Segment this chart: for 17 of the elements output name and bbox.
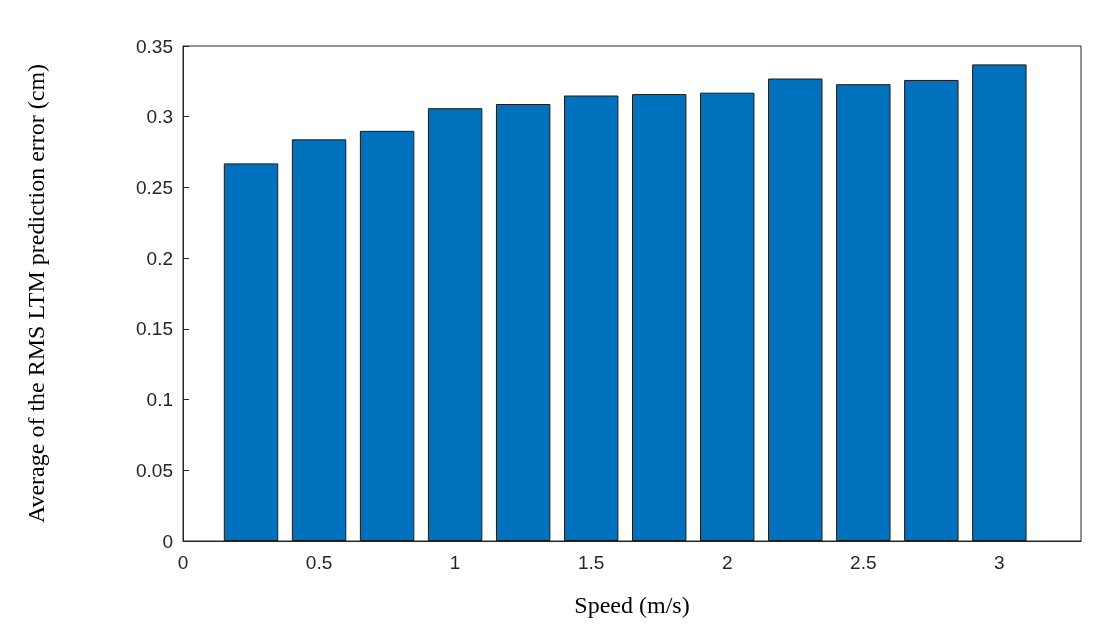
y-tick-label: 0.05 bbox=[136, 459, 173, 481]
y-tick-label: 0.15 bbox=[136, 318, 173, 340]
y-axis-title: Average of the RMS LTM prediction error (cm) bbox=[23, 63, 49, 524]
x-tick-label: 2.5 bbox=[850, 552, 877, 573]
x-tick-label: 0 bbox=[177, 552, 189, 573]
x-tick-label: 0.5 bbox=[305, 552, 333, 573]
y-tick-label: 0.25 bbox=[136, 176, 173, 198]
y-tick-label: 0.3 bbox=[146, 106, 173, 128]
y-tick-label: 0.35 bbox=[136, 35, 173, 57]
x-tick-label: 1.5 bbox=[577, 552, 605, 573]
x-tick-label: 1 bbox=[449, 552, 461, 573]
x-tick-label: 2 bbox=[721, 552, 733, 573]
x-tick-label: 3 bbox=[994, 552, 1005, 573]
y-tick-label: 0.2 bbox=[146, 247, 173, 269]
x-axis-title: Speed (m/s) bbox=[574, 592, 690, 618]
y-tick-label: 0 bbox=[162, 530, 173, 552]
y-tick-label: 0.1 bbox=[146, 389, 173, 411]
